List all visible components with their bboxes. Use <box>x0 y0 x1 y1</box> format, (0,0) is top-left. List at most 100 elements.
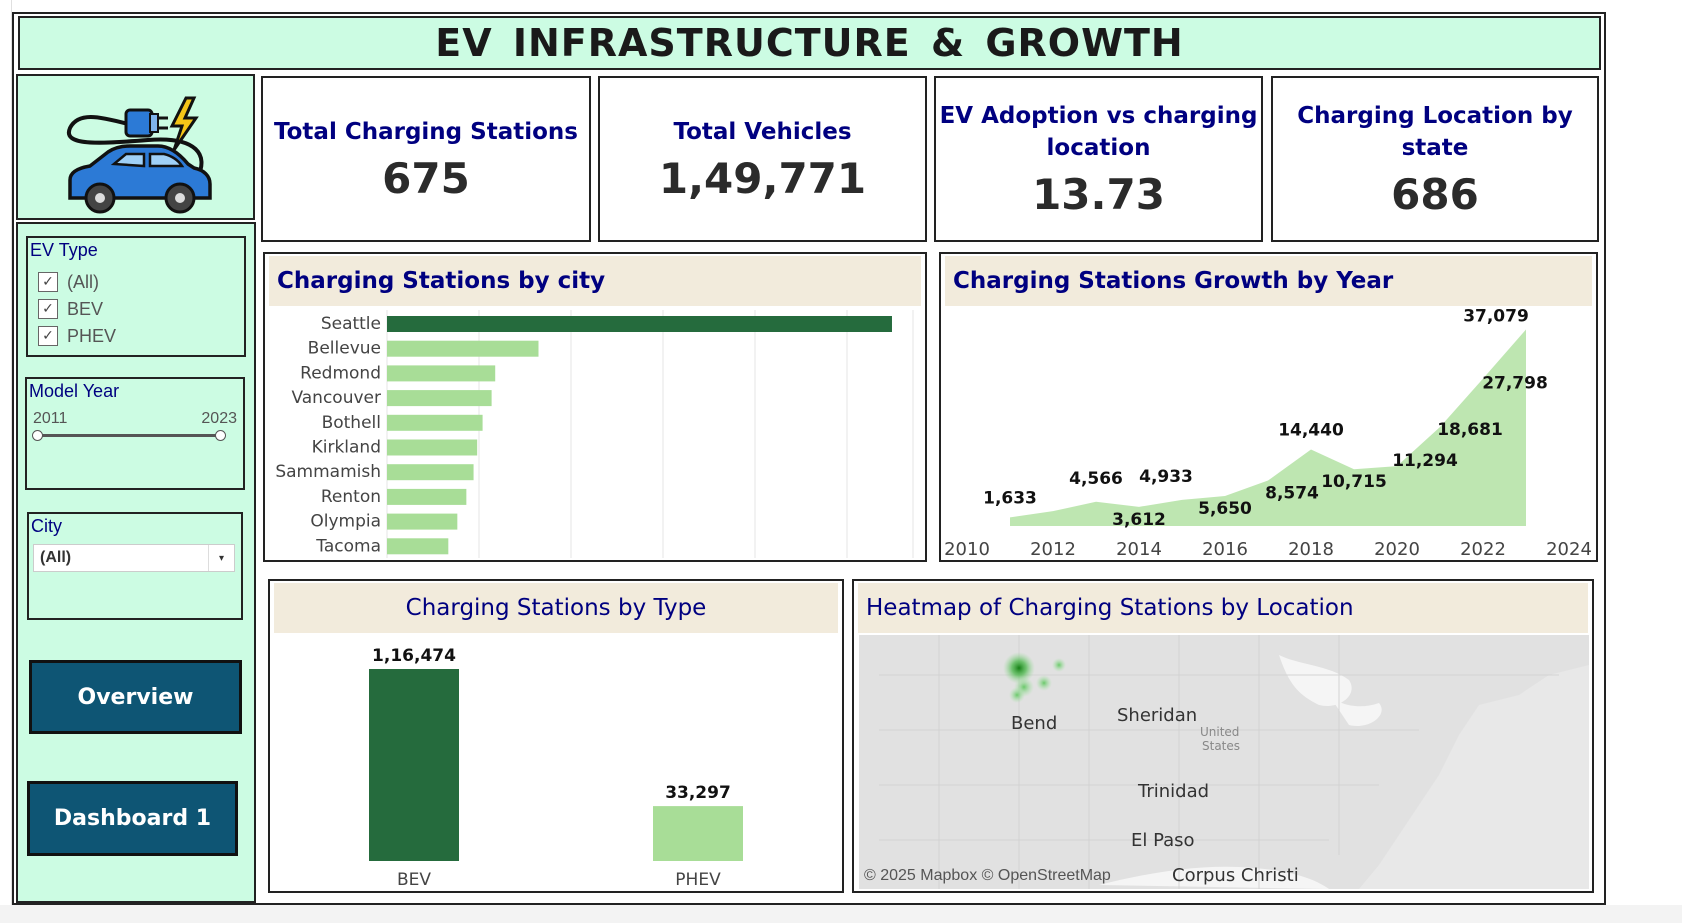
growth-x-tick: 2018 <box>1288 539 1334 558</box>
map-label-trinidad: Trinidad <box>1137 781 1209 802</box>
growth-data-label: 18,681 <box>1437 420 1503 440</box>
panel-header: Charging Stations by city <box>269 256 921 306</box>
map-labels: Bend Sheridan United States Trinidad El … <box>1011 705 1299 886</box>
growth-data-label: 37,079 <box>1463 306 1529 326</box>
growth-data-label: 3,612 <box>1112 510 1166 530</box>
kpi-value: 675 <box>382 153 470 203</box>
kpi-value: 686 <box>1391 169 1479 219</box>
growth-area[interactable] <box>1010 329 1526 526</box>
chevron-down-icon[interactable]: ▾ <box>208 545 234 571</box>
checkbox-icon[interactable]: ✓ <box>38 299 58 319</box>
city-bar[interactable] <box>387 488 467 505</box>
panel-title: Charging Stations by city <box>277 268 606 294</box>
ev-type-option-label: PHEV <box>67 325 117 346</box>
panel-title: Charging Stations Growth by Year <box>953 268 1394 294</box>
growth-data-label: 1,633 <box>983 488 1037 508</box>
city-bar[interactable] <box>387 513 458 530</box>
ev-type-option-all[interactable]: ✓ (All) <box>38 270 99 294</box>
checkbox-icon[interactable]: ✓ <box>38 326 58 346</box>
type-data-label: 33,297 <box>665 783 731 803</box>
growth-x-tick: 2010 <box>944 539 990 558</box>
growth-x-tick: 2016 <box>1202 539 1248 558</box>
growth-data-label: 5,650 <box>1198 499 1252 519</box>
panel-by-type: Charging Stations by Type 1,16,474 BEV 33,… <box>268 579 844 893</box>
kpi-label-line2: location <box>1046 134 1151 161</box>
logo-box <box>16 74 255 220</box>
panel-title: Heatmap of Charging Stations by Location <box>866 595 1354 621</box>
ev-type-option-label: (All) <box>67 271 99 292</box>
city-bar[interactable] <box>387 414 483 431</box>
ev-type-option-bev[interactable]: ✓ BEV <box>38 297 103 321</box>
checkbox-icon[interactable]: ✓ <box>38 272 58 292</box>
city-bar[interactable] <box>387 390 492 407</box>
map-attribution[interactable]: © 2025 Mapbox © OpenStreetMap <box>864 867 1111 884</box>
city-bar[interactable] <box>387 365 496 382</box>
city-filter: City (All) ▾ <box>27 512 243 620</box>
dashboard-title: EV INFRASTRUCTURE & GROWTH <box>435 21 1184 65</box>
model-year-min-label: 2011 <box>33 410 68 427</box>
city-select[interactable]: (All) ▾ <box>33 544 235 572</box>
city-tick-label: Sammamish <box>275 462 381 482</box>
kpi-label: Total Charging Stations <box>274 118 578 145</box>
model-year-filter: Model Year 2011 2023 <box>25 377 245 490</box>
city-bar[interactable] <box>387 340 539 357</box>
growth-data-label: 4,933 <box>1139 467 1193 487</box>
growth-data-label: 8,574 <box>1265 484 1319 504</box>
map-label-corpus-christi: Corpus Christi <box>1172 865 1299 886</box>
kpi-value: 13.73 <box>1032 169 1165 219</box>
ev-type-filter: EV Type ✓ (All) ✓ BEV ✓ PHEV <box>26 236 246 357</box>
growth-data-label: 11,294 <box>1392 451 1458 471</box>
city-tick-label: Seattle <box>321 314 381 334</box>
growth-x-tick: 2022 <box>1460 539 1506 558</box>
kpi-ev-adoption: EV Adoption vs charging location 13.73 <box>934 76 1263 242</box>
panel-header: Charging Stations Growth by Year <box>945 256 1592 306</box>
panel-heatmap: Heatmap of Charging Stations by Location <box>852 579 1594 893</box>
city-tick-label: Kirkland <box>312 438 381 458</box>
map-label-bend: Bend <box>1011 713 1057 734</box>
growth-x-tick: 2014 <box>1116 539 1162 558</box>
growth-x-tick: 2020 <box>1374 539 1420 558</box>
kpi-label: Total Vehicles <box>673 118 852 145</box>
growth-x-tick: 2024 <box>1546 539 1592 558</box>
kpi-total-charging-stations: Total Charging Stations 675 <box>261 76 591 242</box>
city-bar[interactable] <box>387 439 478 456</box>
type-tick-label: BEV <box>397 870 431 890</box>
overview-button[interactable]: Overview <box>29 660 242 734</box>
map-label-el-paso: El Paso <box>1131 830 1195 851</box>
type-bar[interactable] <box>653 806 743 861</box>
growth-data-label: 14,440 <box>1278 420 1344 440</box>
model-year-slider-max-handle[interactable] <box>215 430 226 441</box>
kpi-label-line1: EV Adoption vs charging <box>939 102 1258 129</box>
panel-title: Charging Stations by Type <box>405 595 707 621</box>
type-data-label: 1,16,474 <box>372 646 456 666</box>
type-bar[interactable] <box>369 669 459 861</box>
ev-type-option-phev[interactable]: ✓ PHEV <box>38 324 116 348</box>
kpi-value: 1,49,771 <box>658 153 867 203</box>
map-label-sheridan: Sheridan <box>1117 705 1197 726</box>
city-tick-label: Renton <box>321 487 381 507</box>
panel-by-city: Charging Stations by city Seattle Bellevu… <box>263 252 927 562</box>
type-tick-label: PHEV <box>675 870 721 890</box>
city-tick-label: Tacoma <box>315 536 381 556</box>
map-label-united: United <box>1200 725 1239 739</box>
city-select-value: (All) <box>40 549 72 566</box>
city-bar[interactable] <box>387 538 449 555</box>
model-year-max-label: 2023 <box>201 410 237 427</box>
window-left-edge <box>0 0 12 923</box>
growth-x-tick: 2012 <box>1030 539 1076 558</box>
ev-type-option-label: BEV <box>67 298 104 319</box>
kpi-total-vehicles: Total Vehicles 1,49,771 <box>598 76 927 242</box>
panel-header: Charging Stations by Type <box>274 583 838 633</box>
kpi-label: Charging Location by state <box>1297 102 1573 161</box>
dashboard1-button[interactable]: Dashboard 1 <box>27 781 238 856</box>
city-bar[interactable] <box>387 464 474 481</box>
model-year-slider-track[interactable] <box>37 434 221 437</box>
model-year-slider-min-handle[interactable] <box>32 430 43 441</box>
city-tick-label: Bothell <box>322 413 381 433</box>
heatmap-map[interactable]: Bend Sheridan United States Trinidad El … <box>859 635 1589 889</box>
map-label-states: States <box>1202 739 1240 753</box>
city-bar[interactable] <box>387 316 892 332</box>
city-filter-title: City <box>31 516 62 536</box>
window-bottom-edge <box>0 905 1682 923</box>
